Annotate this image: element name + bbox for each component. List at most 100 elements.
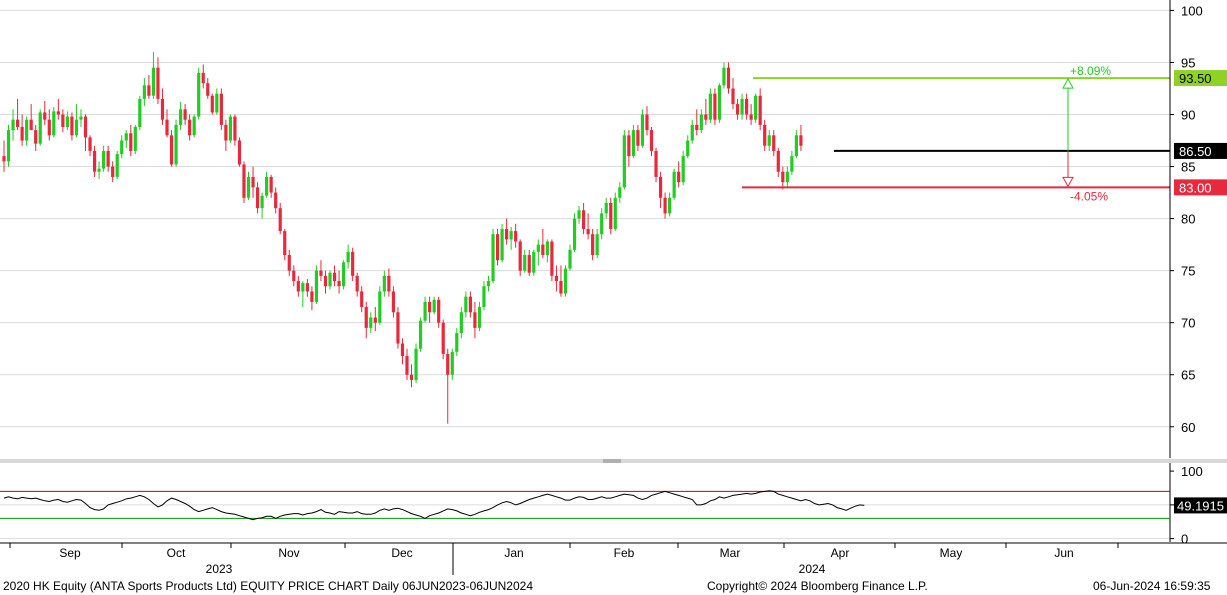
candle-body	[151, 67, 156, 96]
candle-body	[523, 255, 527, 271]
candle-body	[618, 187, 622, 198]
candle-body	[242, 164, 246, 198]
candle-body	[690, 124, 694, 141]
candle-body	[591, 234, 595, 256]
rsi-tick-label: 0	[1181, 532, 1188, 547]
candle-body	[52, 111, 56, 136]
candle-body	[428, 301, 432, 313]
candle-body	[65, 116, 69, 127]
candle-body	[382, 275, 386, 292]
candle-body	[713, 93, 717, 120]
candle-body	[292, 270, 296, 282]
candle-body	[568, 249, 572, 269]
candle-body	[373, 317, 377, 323]
candle-body	[441, 322, 445, 354]
candle-body	[174, 124, 178, 165]
candle-body	[763, 124, 767, 146]
candle-body	[83, 116, 88, 138]
candle-body	[260, 195, 264, 209]
candle-body	[387, 275, 391, 292]
candle-body	[563, 268, 568, 294]
candle-body	[337, 281, 341, 287]
candle-body	[269, 176, 273, 193]
candle-body	[106, 150, 110, 167]
level-93-50-label: 93.50	[1179, 71, 1212, 86]
candle-body	[622, 135, 626, 188]
level-83-00-tag	[1174, 179, 1227, 196]
candle-body	[640, 114, 645, 146]
candle-body	[43, 112, 47, 120]
candle-body	[188, 119, 192, 136]
candle-body	[604, 202, 608, 214]
price-tick-label: 70	[1181, 316, 1195, 331]
footer-left-text: 2020 HK Equity (ANTA Sports Products Ltd…	[3, 579, 533, 593]
candle-body	[233, 116, 237, 141]
candle-body	[414, 348, 418, 380]
candle-body	[577, 210, 581, 219]
candle-body	[332, 272, 337, 282]
candle-body	[147, 85, 151, 96]
candle-body	[717, 85, 722, 120]
candle-body	[92, 150, 97, 172]
candle-body	[772, 135, 776, 151]
candle-body	[405, 355, 409, 375]
candle-body	[197, 72, 201, 117]
price-annotations: 93.50 86.50 83.00 +8.09% -4.05%	[742, 64, 1227, 203]
panel-divider	[0, 459, 1227, 463]
candle-body	[2, 156, 6, 162]
candle-body	[681, 156, 685, 183]
pct-up-label: +8.09%	[1070, 64, 1111, 78]
candle-body	[111, 166, 115, 177]
price-tick-label: 85	[1181, 160, 1195, 175]
level-86-50-tag	[1174, 142, 1227, 159]
price-tick-label: 80	[1181, 212, 1195, 227]
candle-body	[88, 137, 92, 151]
candle-body	[609, 202, 613, 229]
candle-body	[265, 176, 269, 196]
candle-body	[672, 171, 676, 198]
candle-body	[600, 213, 604, 235]
candle-body	[97, 168, 101, 172]
candle-body	[129, 133, 133, 151]
candle-body	[794, 135, 798, 157]
candle-body	[369, 317, 373, 328]
candle-body	[677, 171, 681, 183]
candle-body	[20, 126, 24, 141]
candle-body	[351, 251, 355, 276]
candle-body	[532, 251, 536, 273]
candle-body	[776, 150, 780, 172]
candle-body	[133, 126, 137, 151]
candle-body	[364, 307, 368, 328]
candle-body	[328, 272, 332, 287]
candle-body	[224, 124, 228, 141]
footer-timestamp: 06-Jun-2024 16:59:35	[1093, 579, 1211, 593]
rsi-last-value-tag	[1174, 497, 1227, 514]
candle-body	[201, 72, 205, 84]
candle-body	[38, 112, 42, 144]
candle-body	[704, 114, 708, 120]
candle-body	[744, 98, 749, 115]
candle-body	[29, 119, 33, 131]
pct-down-label: -4.05%	[1070, 189, 1108, 203]
x-year-label: 2024	[799, 562, 826, 576]
x-month-label: Oct	[167, 546, 186, 560]
candle-body	[708, 93, 712, 120]
candle-body	[346, 251, 350, 263]
candle-body	[274, 192, 278, 209]
candle-body	[468, 296, 472, 313]
candle-body	[790, 156, 794, 172]
candle-body	[360, 291, 364, 308]
candle-body	[695, 124, 699, 131]
candle-body	[726, 67, 731, 89]
candle-body	[391, 291, 396, 313]
footer-copyright: Copyright© 2024 Bloomberg Finance L.P.	[707, 579, 928, 593]
x-month-label: Sep	[59, 546, 81, 560]
candle-body	[731, 88, 735, 105]
candle-body	[477, 307, 482, 328]
candle-body	[115, 154, 119, 177]
candle-body	[631, 130, 635, 157]
candle-body	[758, 95, 762, 125]
candle-body	[645, 114, 649, 131]
candle-body	[246, 176, 251, 198]
rsi-tick-label: 100	[1181, 464, 1203, 479]
